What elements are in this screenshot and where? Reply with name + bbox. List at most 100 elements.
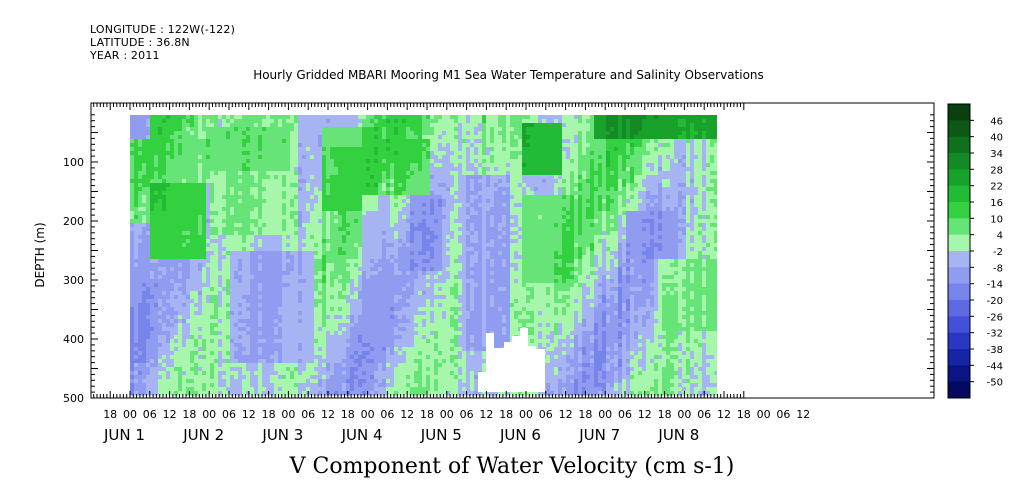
heatmap-cell bbox=[174, 123, 179, 128]
heatmap-cell bbox=[638, 207, 643, 212]
heatmap-cell bbox=[658, 211, 663, 216]
heatmap-cell bbox=[438, 211, 443, 216]
heatmap-cell bbox=[154, 247, 159, 252]
heatmap-cell bbox=[578, 203, 583, 208]
heatmap-cell bbox=[286, 195, 291, 200]
heatmap-cell bbox=[610, 163, 615, 168]
heatmap-cell bbox=[418, 239, 423, 244]
heatmap-cell bbox=[610, 159, 615, 164]
heatmap-cell bbox=[242, 247, 247, 252]
heatmap-cell bbox=[342, 163, 347, 168]
heatmap-cell bbox=[642, 171, 647, 176]
heatmap-cell bbox=[634, 151, 639, 156]
heatmap-cell bbox=[410, 243, 415, 248]
heatmap-cell bbox=[554, 135, 559, 140]
heatmap-cell bbox=[674, 127, 679, 132]
heatmap-cell bbox=[598, 219, 603, 224]
heatmap-cell bbox=[530, 143, 535, 148]
heatmap-cell bbox=[442, 123, 447, 128]
heatmap-cell bbox=[278, 159, 283, 164]
heatmap-cell bbox=[682, 207, 687, 212]
heatmap-cell bbox=[634, 191, 639, 196]
heatmap-cell bbox=[354, 247, 359, 252]
heatmap-cell bbox=[674, 219, 679, 224]
heatmap-cell bbox=[210, 123, 215, 128]
heatmap-cell bbox=[706, 183, 711, 188]
heatmap-cell bbox=[538, 231, 543, 236]
heatmap-cell bbox=[150, 155, 155, 160]
heatmap-cell bbox=[330, 131, 335, 136]
heatmap-cell bbox=[706, 119, 711, 124]
heatmap-cell bbox=[254, 199, 259, 204]
heatmap-cell bbox=[514, 187, 519, 192]
heatmap-cell bbox=[578, 139, 583, 144]
heatmap-cell bbox=[326, 167, 331, 172]
heatmap-cell bbox=[158, 247, 163, 252]
heatmap-cell bbox=[702, 147, 707, 152]
heatmap-cell bbox=[262, 167, 267, 172]
heatmap-cell bbox=[418, 159, 423, 164]
heatmap-cell bbox=[182, 231, 187, 236]
heatmap-cell bbox=[530, 175, 535, 180]
heatmap-cell bbox=[590, 171, 595, 176]
heatmap-cell bbox=[358, 167, 363, 172]
heatmap-cell bbox=[246, 215, 251, 220]
heatmap-cell bbox=[638, 187, 643, 192]
heatmap-cell bbox=[202, 223, 207, 228]
heatmap-cell bbox=[570, 247, 575, 252]
heatmap-cell bbox=[374, 171, 379, 176]
heatmap-cell bbox=[670, 171, 675, 176]
heatmap-cell bbox=[330, 207, 335, 212]
heatmap-cell bbox=[610, 231, 615, 236]
heatmap-cell bbox=[546, 163, 551, 168]
heatmap-cell bbox=[658, 203, 663, 208]
heatmap-cell bbox=[154, 115, 159, 120]
heatmap-cell bbox=[358, 195, 363, 200]
heatmap-cell bbox=[638, 159, 643, 164]
heatmap-cell bbox=[634, 231, 639, 236]
heatmap-cell bbox=[678, 127, 683, 132]
heatmap-cell bbox=[702, 187, 707, 192]
heatmap-cell bbox=[606, 211, 611, 216]
heatmap-cell bbox=[618, 215, 623, 220]
heatmap-cell bbox=[346, 227, 351, 232]
heatmap-cell bbox=[570, 215, 575, 220]
heatmap-cell bbox=[586, 211, 591, 216]
heatmap-cell bbox=[562, 247, 567, 252]
heatmap-cell bbox=[678, 143, 683, 148]
heatmap-cell bbox=[554, 179, 559, 184]
heatmap-cell bbox=[502, 195, 507, 200]
heatmap-cell bbox=[518, 151, 523, 156]
heatmap-cell bbox=[286, 215, 291, 220]
heatmap-cell bbox=[702, 239, 707, 244]
heatmap-cell bbox=[562, 179, 567, 184]
heatmap-cell bbox=[530, 227, 535, 232]
heatmap-cell bbox=[594, 219, 599, 224]
heatmap-cell bbox=[162, 143, 167, 148]
heatmap-cell bbox=[130, 179, 135, 184]
heatmap-cell bbox=[466, 219, 471, 224]
heatmap-cell bbox=[714, 135, 719, 140]
heatmap-cell bbox=[350, 139, 355, 144]
heatmap-cell bbox=[378, 203, 383, 208]
heatmap-cell bbox=[610, 195, 615, 200]
heatmap-cell bbox=[494, 155, 499, 160]
heatmap-cell bbox=[206, 147, 211, 152]
heatmap-cell bbox=[390, 187, 395, 192]
heatmap-cell bbox=[586, 163, 591, 168]
heatmap-cell bbox=[154, 187, 159, 192]
heatmap-cell bbox=[634, 127, 639, 132]
heatmap-cell bbox=[238, 143, 243, 148]
heatmap-cell bbox=[462, 131, 467, 136]
heatmap-cell bbox=[698, 135, 703, 140]
heatmap-cell bbox=[598, 171, 603, 176]
heatmap-cell bbox=[490, 227, 495, 232]
heatmap-cell bbox=[582, 163, 587, 168]
heatmap-cell bbox=[402, 215, 407, 220]
heatmap-cell bbox=[314, 147, 319, 152]
heatmap-cell bbox=[554, 183, 559, 188]
heatmap-cell bbox=[538, 155, 543, 160]
heatmap-cell bbox=[278, 183, 283, 188]
heatmap-cell bbox=[338, 131, 343, 136]
heatmap-cell bbox=[158, 155, 163, 160]
